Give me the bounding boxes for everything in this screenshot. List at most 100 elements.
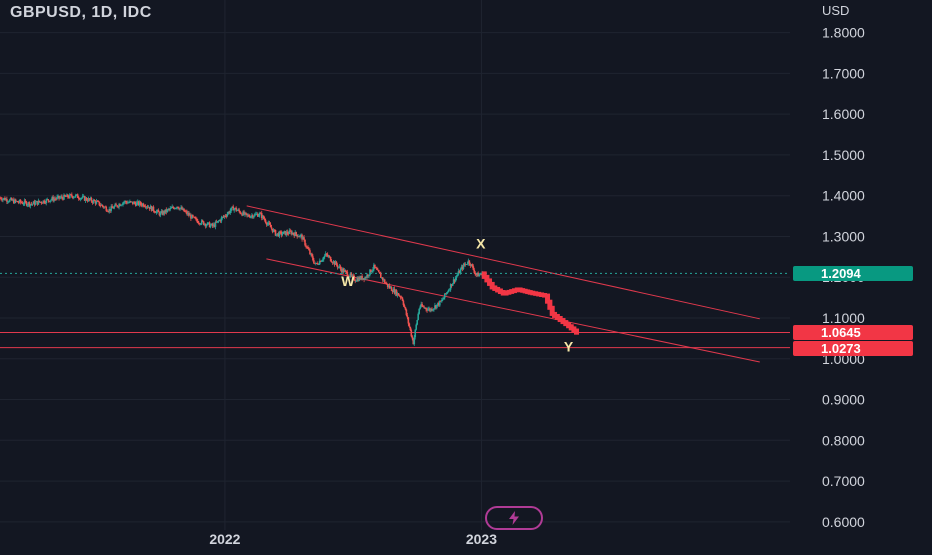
candle-body — [359, 277, 361, 280]
candle-body — [43, 200, 46, 203]
candle-body — [384, 282, 387, 284]
candle-body — [348, 276, 351, 278]
candle-body — [222, 216, 225, 218]
candle-body — [267, 222, 270, 224]
candle-body — [148, 207, 151, 210]
candle-body — [321, 259, 324, 261]
candle-body — [315, 263, 317, 264]
candle-body — [93, 200, 96, 201]
candle-body — [298, 236, 300, 238]
candle-body — [200, 220, 203, 224]
y-tick-label: 0.9000 — [822, 392, 865, 408]
candle-body — [463, 264, 466, 266]
candle-body — [121, 204, 123, 206]
candle-body — [349, 273, 352, 277]
candle-body — [11, 199, 14, 201]
candle-body — [73, 196, 76, 198]
candle-body — [62, 197, 64, 200]
candle-body — [90, 198, 93, 202]
candle-body — [49, 200, 51, 202]
candle-body — [54, 198, 56, 200]
candle-body — [386, 283, 389, 287]
candle-body — [375, 267, 377, 269]
candle-body — [414, 329, 417, 338]
candle-body — [476, 272, 479, 275]
candle-body — [422, 306, 424, 308]
candle-body — [117, 206, 119, 208]
candle-body — [421, 303, 423, 307]
candle-body — [218, 220, 221, 221]
candle-body — [397, 293, 400, 296]
candle-body — [229, 210, 232, 214]
candle-body — [260, 213, 263, 219]
candle-body — [250, 216, 252, 218]
candle-body — [26, 204, 29, 206]
forecast-candle — [520, 288, 526, 293]
candle-body — [320, 260, 323, 262]
y-tick-label: 0.6000 — [822, 514, 865, 530]
candle-body — [217, 220, 220, 222]
candle-body — [254, 214, 256, 217]
candle-body — [177, 206, 179, 209]
channel-line — [246, 205, 760, 320]
candle-body — [35, 201, 38, 203]
candle-body — [153, 211, 156, 213]
candle-body — [354, 280, 357, 282]
candle-body — [197, 222, 200, 224]
candle-body — [416, 320, 419, 325]
candle-body — [378, 270, 380, 273]
candle-body — [369, 269, 371, 276]
forecast-candle — [511, 288, 517, 294]
candle-body — [14, 199, 17, 202]
candle-body — [472, 266, 475, 270]
candle-body — [358, 277, 360, 281]
candle-body — [147, 207, 150, 208]
candle-body — [296, 234, 298, 237]
candle-body — [161, 211, 164, 215]
candle-body — [104, 206, 107, 208]
candle-body — [253, 216, 255, 218]
candle-body — [151, 206, 154, 211]
candle-body — [346, 271, 349, 277]
candle-body — [304, 239, 306, 246]
candle-body — [453, 279, 456, 282]
candle-body — [46, 199, 49, 200]
candle-body — [365, 277, 367, 279]
candle-body — [377, 269, 379, 271]
candle-body — [175, 207, 177, 209]
candle-body — [235, 207, 237, 211]
candle-body — [258, 212, 261, 216]
candle-body — [387, 285, 390, 287]
candle-body — [458, 270, 461, 274]
candle-body — [129, 201, 131, 203]
candle-body — [162, 211, 165, 215]
candle-body — [74, 194, 77, 197]
candle-body — [371, 271, 373, 273]
x-tick-label: 2023 — [466, 531, 497, 547]
candle-body — [220, 217, 223, 222]
candle-body — [101, 204, 104, 207]
candle-body — [464, 264, 467, 265]
candle-body — [20, 202, 23, 204]
candle-body — [109, 208, 112, 211]
candle-body — [452, 279, 455, 284]
candle-body — [178, 208, 180, 210]
forecast-candle — [497, 288, 503, 295]
candle-body — [27, 202, 30, 205]
candle-body — [33, 201, 36, 205]
candle-body — [310, 253, 312, 255]
candle-body — [25, 201, 28, 206]
candle-body — [396, 293, 399, 296]
candle-body — [211, 223, 214, 227]
candle-body — [262, 215, 265, 219]
forecast-candle — [554, 313, 560, 320]
forecast-candle — [503, 290, 509, 296]
candle-body — [184, 211, 186, 213]
candle-body — [230, 207, 233, 211]
candle-body — [45, 199, 48, 204]
candle-body — [133, 202, 135, 205]
candle-body — [28, 202, 31, 206]
candle-body — [471, 264, 474, 267]
candle-body — [83, 196, 86, 201]
candle-body — [204, 223, 207, 227]
